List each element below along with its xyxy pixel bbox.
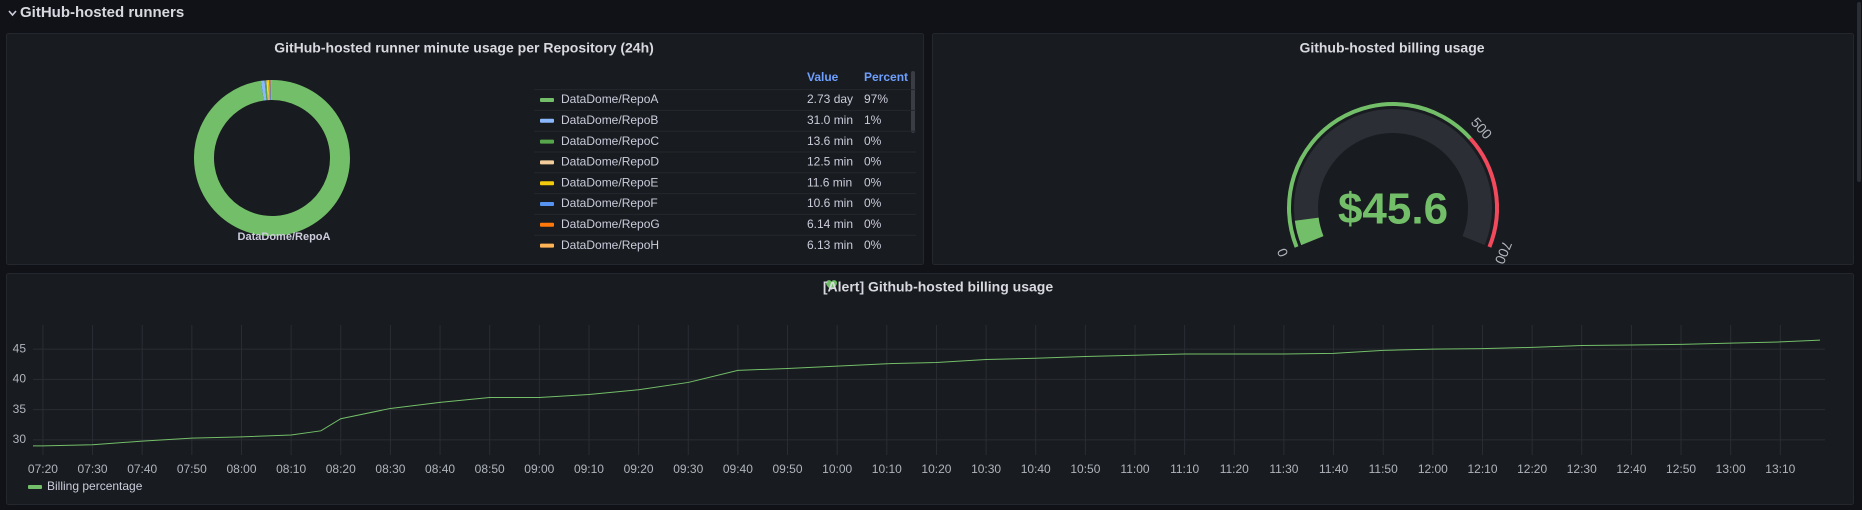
legend-name: DataDome/RepoD <box>561 155 659 169</box>
legend-percent: 97% <box>864 92 888 106</box>
legend-header: Value <box>807 70 839 84</box>
x-tick-label: 07:30 <box>78 462 108 476</box>
pie-slice <box>194 80 350 236</box>
legend-value: 2.73 day <box>807 92 853 106</box>
legend-percent: 0% <box>864 134 882 148</box>
legend-name: DataDome/RepoH <box>561 238 659 252</box>
x-tick-label: 11:40 <box>1319 462 1348 476</box>
panel <box>6 273 1854 505</box>
x-tick-label: 12:20 <box>1517 462 1547 476</box>
y-tick-label: 45 <box>13 341 27 355</box>
page-scrollbar[interactable] <box>1857 2 1861 182</box>
legend-name: DataDome/RepoG <box>561 217 660 231</box>
gauge-value-label: $45.6 <box>1338 185 1448 234</box>
x-tick-label: 10:20 <box>921 462 951 476</box>
x-tick-label: 08:40 <box>425 462 455 476</box>
panel <box>932 33 1854 265</box>
x-tick-label: 10:00 <box>822 462 852 476</box>
legend-scrollbar[interactable] <box>911 71 915 133</box>
x-tick-label: 09:10 <box>574 462 604 476</box>
panel-title: [Alert] Github-hosted billing usage <box>823 279 1053 295</box>
threshold-arc <box>1468 137 1499 248</box>
x-tick-label: 09:00 <box>524 462 554 476</box>
legend-percent: 0% <box>864 238 882 252</box>
legend-name: DataDome/RepoF <box>561 196 658 210</box>
y-tick-label: 30 <box>13 432 27 446</box>
x-tick-label: 08:50 <box>475 462 505 476</box>
legend-swatch <box>540 202 554 206</box>
legend-value: 11.6 min <box>807 175 852 189</box>
x-tick-label: 10:30 <box>971 462 1001 476</box>
legend-name: DataDome/RepoA <box>561 92 658 106</box>
x-tick-label: 12:40 <box>1616 462 1646 476</box>
legend-percent: 0% <box>864 155 882 169</box>
collapse-chevron[interactable] <box>8 10 17 17</box>
legend-percent: 1% <box>864 113 882 127</box>
x-tick-label: 12:10 <box>1467 462 1497 476</box>
legend-value: 6.14 min <box>807 217 853 231</box>
alert-heart-icon[interactable] <box>826 280 837 290</box>
x-tick-label: 07:40 <box>127 462 157 476</box>
legend-swatch <box>540 139 554 144</box>
x-tick-label: 08:00 <box>226 462 256 476</box>
legend-percent: 0% <box>864 217 882 231</box>
panel-title: Github-hosted billing usage <box>1299 40 1484 56</box>
legend-value: 10.6 min <box>807 196 853 210</box>
line-series <box>33 339 1821 447</box>
legend-value: 6.13 min <box>807 238 853 252</box>
x-tick-label: 11:10 <box>1170 462 1199 476</box>
x-tick-label: 11:50 <box>1369 462 1398 476</box>
legend-value: 13.6 min <box>807 134 853 148</box>
x-tick-label: 12:00 <box>1418 462 1448 476</box>
legend-swatch <box>540 243 554 248</box>
x-tick-label: 07:50 <box>177 462 207 476</box>
legend-swatch <box>540 222 554 227</box>
y-tick-label: 35 <box>13 402 27 416</box>
x-tick-label: 11:00 <box>1120 462 1149 476</box>
section-title[interactable]: GitHub-hosted runners <box>20 4 184 21</box>
legend-swatch <box>28 485 42 489</box>
legend-header: Percent <box>864 70 908 84</box>
legend-name: DataDome/RepoE <box>561 175 658 189</box>
legend-percent: 0% <box>864 175 882 189</box>
x-tick-label: 11:30 <box>1269 462 1298 476</box>
panel-title: GitHub-hosted runner minute usage per Re… <box>274 40 654 56</box>
x-tick-label: 11:20 <box>1220 462 1249 476</box>
threshold-arc <box>1287 102 1472 248</box>
x-tick-label: 13:00 <box>1716 462 1746 476</box>
gauge-value <box>1294 217 1324 246</box>
gauge-track <box>1294 109 1492 246</box>
legend-swatch <box>540 160 554 165</box>
legend-value: 12.5 min <box>807 155 853 169</box>
x-tick-label: 08:10 <box>276 462 306 476</box>
x-tick-label: 10:40 <box>1021 462 1051 476</box>
x-tick-label: 13:10 <box>1765 462 1795 476</box>
x-tick-label: 08:20 <box>326 462 356 476</box>
panel <box>6 33 924 265</box>
x-tick-label: 09:50 <box>773 462 803 476</box>
legend-swatch <box>540 118 554 123</box>
x-tick-label: 09:30 <box>673 462 703 476</box>
legend-name: DataDome/RepoC <box>561 134 659 148</box>
x-tick-label: 07:20 <box>28 462 58 476</box>
slice-label: DataDome/RepoA <box>238 231 331 243</box>
x-tick-label: 08:30 <box>375 462 405 476</box>
x-tick-label: 10:50 <box>1070 462 1100 476</box>
legend-label: Billing percentage <box>47 479 143 493</box>
x-tick-label: 10:10 <box>872 462 902 476</box>
legend-value: 31.0 min <box>807 113 853 127</box>
legend-swatch <box>540 181 554 186</box>
x-tick-label: 12:50 <box>1666 462 1696 476</box>
legend-name: DataDome/RepoB <box>561 113 658 127</box>
legend-percent: 0% <box>864 196 882 210</box>
legend-swatch <box>540 98 554 102</box>
x-tick-label: 09:20 <box>624 462 654 476</box>
x-tick-label: 09:40 <box>723 462 753 476</box>
x-tick-label: 12:30 <box>1567 462 1597 476</box>
y-tick-label: 40 <box>13 372 27 386</box>
